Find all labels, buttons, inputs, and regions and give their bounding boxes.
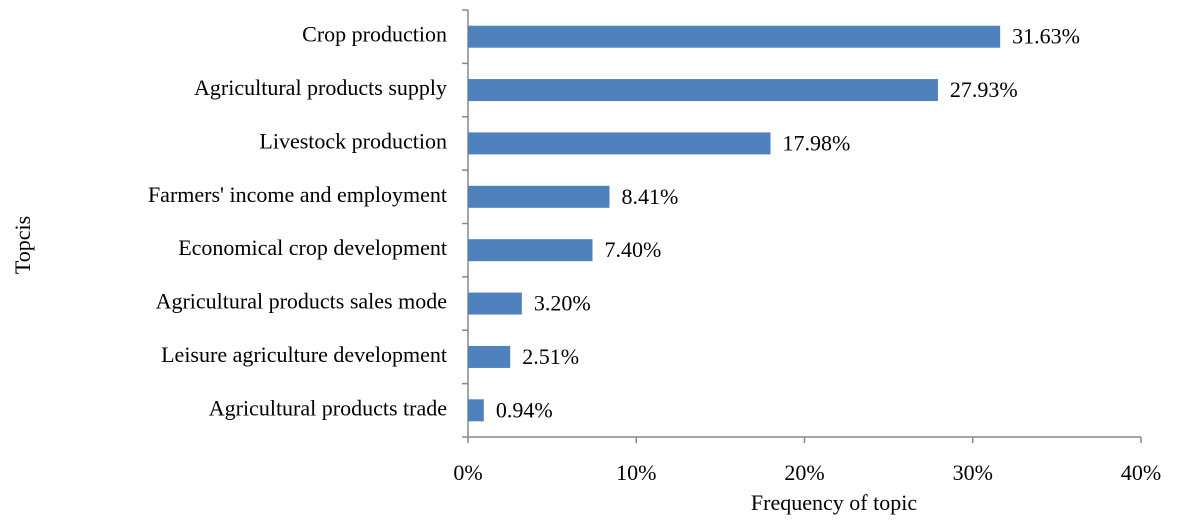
bar — [468, 292, 522, 315]
x-tick-label: 40% — [1121, 460, 1161, 485]
y-tick-label: Economical crop development — [178, 235, 447, 260]
y-tick-label: Farmers' income and employment — [148, 182, 447, 207]
value-label: 31.63% — [1012, 24, 1080, 49]
y-tick-label: Leisure agriculture development — [161, 342, 447, 367]
value-label: 7.40% — [605, 237, 662, 262]
value-label: 0.94% — [496, 397, 553, 422]
bar — [468, 345, 511, 368]
x-axis-title: Frequency of topic — [751, 490, 917, 515]
value-label: 8.41% — [621, 184, 678, 209]
y-tick-label: Agricultural products supply — [194, 75, 447, 100]
bar — [468, 132, 771, 155]
x-tick-label: 0% — [453, 460, 482, 485]
value-label: 3.20% — [534, 291, 591, 316]
y-axis-title: Topcis — [10, 216, 35, 274]
bar — [468, 185, 610, 208]
x-tick-label: 30% — [953, 460, 993, 485]
bar — [468, 399, 484, 422]
bar — [468, 79, 938, 102]
x-tick-label: 20% — [784, 460, 824, 485]
value-label: 2.51% — [522, 344, 579, 369]
y-tick-label: Livestock production — [259, 128, 447, 153]
x-tick-label: 10% — [616, 460, 656, 485]
value-label: 27.93% — [950, 77, 1018, 102]
y-tick-label: Agricultural products sales mode — [156, 289, 447, 314]
bar — [468, 25, 1001, 48]
y-tick-label: Crop production — [302, 22, 447, 47]
bar — [468, 239, 593, 262]
value-label: 17.98% — [783, 130, 851, 155]
y-tick-label: Agricultural products trade — [209, 395, 447, 420]
